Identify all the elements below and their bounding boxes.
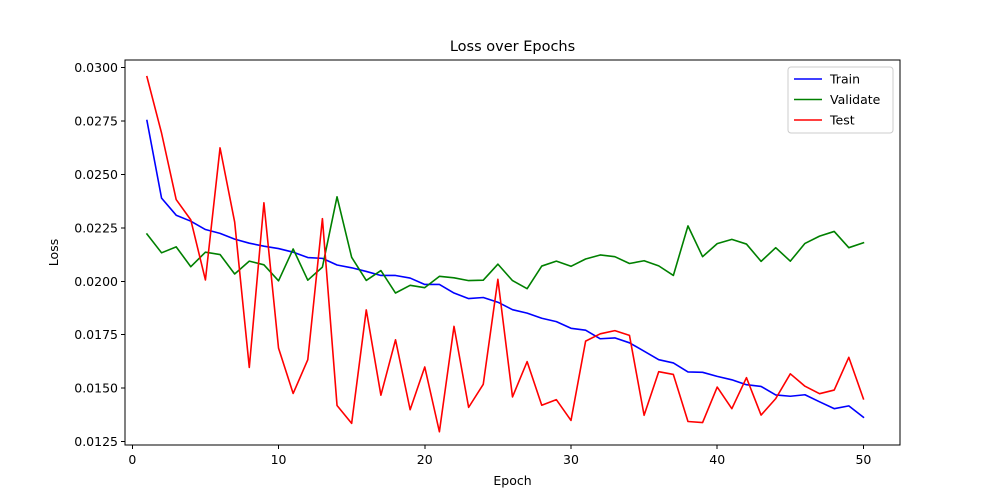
x-axis-label: Epoch bbox=[493, 473, 531, 488]
legend-label-test: Test bbox=[829, 113, 855, 128]
legend-label-train: Train bbox=[829, 72, 860, 87]
chart-title: Loss over Epochs bbox=[450, 39, 575, 55]
legend-frame bbox=[787, 66, 894, 134]
y-axis-label: Loss bbox=[46, 239, 61, 266]
y-axis: 0.0125 0.0150 0.0175 0.0200 0.0225 0.0250 0.02… bbox=[74, 60, 125, 449]
x-axis: 0 10 20 30 40 50 bbox=[128, 445, 871, 467]
y-tick-label: 0.0225 bbox=[74, 220, 118, 235]
x-tick-label: 10 bbox=[271, 452, 287, 467]
y-tick-label: 0.0275 bbox=[74, 113, 118, 128]
series-line-test bbox=[145, 75, 865, 433]
x-tick-label: 0 bbox=[128, 452, 136, 467]
x-tick-label: 30 bbox=[563, 452, 579, 467]
x-tick-label: 50 bbox=[855, 452, 871, 467]
y-tick-label: 0.0300 bbox=[74, 60, 118, 75]
x-tick-label: 40 bbox=[709, 452, 725, 467]
y-tick-label: 0.0250 bbox=[74, 167, 118, 182]
x-tick-label: 20 bbox=[417, 452, 433, 467]
legend-label-validate: Validate bbox=[830, 92, 881, 107]
y-tick-label: 0.0125 bbox=[74, 434, 118, 449]
plot-frame bbox=[124, 59, 901, 446]
y-tick-label: 0.0150 bbox=[74, 381, 118, 396]
series-layer bbox=[145, 75, 865, 433]
legend: Train Validate Test bbox=[787, 66, 894, 134]
series-line-validate bbox=[145, 196, 865, 294]
y-tick-label: 0.0200 bbox=[74, 274, 118, 289]
y-tick-label: 0.0175 bbox=[74, 327, 118, 342]
